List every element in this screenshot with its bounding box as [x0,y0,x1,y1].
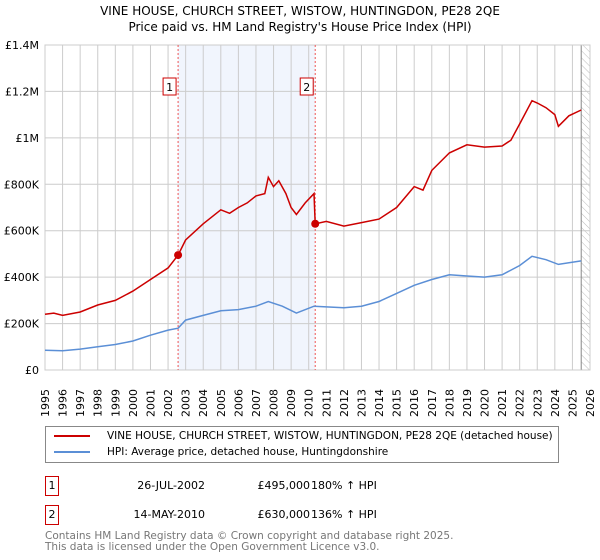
sale-label-box [162,77,177,96]
sale-period-shading [178,45,316,370]
x-tick-label: 2009 [285,389,298,417]
legend-swatch-blue [54,451,90,453]
legend-item-property: VINE HOUSE, CHURCH STREET, WISTOW, HUNTI… [54,430,553,442]
x-tick-label: 2002 [162,389,175,417]
x-tick-label: 1998 [92,389,105,417]
x-tick-label: 2004 [197,389,210,417]
x-tick-label: 1996 [57,389,70,417]
x-tick-label: 2008 [268,389,281,417]
y-tick-label: £1M [16,132,40,145]
forecast-hatch [581,45,590,370]
x-tick-label: 2005 [215,389,228,417]
y-tick-label: £800K [4,178,40,191]
y-tick-label: £600K [4,225,40,238]
legend-swatch-red [54,435,90,437]
sale-label-number: 1 [166,81,173,94]
x-tick-label: 2010 [303,389,316,417]
x-tick-label: 1997 [74,389,87,417]
x-tick-label: 1999 [109,389,122,417]
legend-item-hpi: HPI: Average price, detached house, Hunt… [54,446,388,458]
sale-date: 26-JUL-2002 [137,479,205,492]
sale-hpi-change: 180% ↑ HPI [311,479,377,492]
property-price-line [44,99,582,317]
sale-date: 14-MAY-2010 [133,508,205,521]
x-tick-label: 2022 [514,389,527,417]
x-tick-label: 2025 [566,389,579,417]
legend-label-property: VINE HOUSE, CHURCH STREET, WISTOW, HUNTI… [107,430,553,442]
x-tick-label: 2003 [180,389,193,417]
x-tick-label: 2000 [127,389,140,417]
sale-marker-badge: 1 [45,476,59,496]
footer-licence: This data is licensed under the Open Gov… [45,541,380,553]
x-tick-label: 2023 [531,389,544,417]
x-tick-label: 2018 [443,389,456,417]
x-tick-label: 2013 [355,389,368,417]
legend-label-hpi: HPI: Average price, detached house, Hunt… [107,446,389,458]
sale-label-box [299,77,314,96]
y-tick-label: £400K [4,271,40,284]
x-tick-label: 2001 [144,389,157,417]
x-tick-label: 2011 [320,389,333,417]
price-chart: 1995 1996 1997 1998 1999 2000 2001 2002 2003 2004… [4,39,597,417]
y-tick-label: £1.4M [5,39,39,52]
x-tick-label: 2017 [426,389,439,417]
chart-subtitle: Price paid vs. HM Land Registry's House … [128,20,472,34]
sale-point [311,219,320,228]
x-tick-label: 2026 [584,389,597,417]
sale-label-number: 2 [303,81,310,94]
footer: Contains HM Land Registry data © Crown c… [45,531,453,553]
legend: VINE HOUSE, CHURCH STREET, WISTOW, HUNTI… [45,426,559,463]
x-tick-label: 1995 [39,389,52,417]
plot-border [44,44,591,371]
x-tick-label: 2012 [338,389,351,417]
sale-point [174,251,183,260]
chart-title: VINE HOUSE, CHURCH STREET, WISTOW, HUNTI… [100,4,500,18]
x-tick-label: 2019 [461,389,474,417]
x-tick-label: 2014 [373,389,386,417]
sale-hpi-change: 136% ↑ HPI [311,508,377,521]
x-tick-label: 2007 [250,389,263,417]
y-tick-label: £1.2M [5,85,39,98]
y-tick-label: £0 [25,364,39,377]
y-tick-label: £200K [4,318,40,331]
footer-copyright: Contains HM Land Registry data © Crown c… [45,530,454,542]
x-tick-label: 2016 [408,389,421,417]
hpi-line [44,255,582,352]
x-tick-label: 2020 [479,389,492,417]
sale-price: £630,000 [257,508,311,521]
sale-price: £495,000 [257,479,311,492]
x-tick-label: 2006 [232,389,245,417]
x-tick-label: 2015 [391,389,404,417]
sale-marker-badge: 2 [45,505,59,525]
x-tick-label: 2024 [549,389,562,417]
x-tick-label: 2021 [496,389,509,417]
